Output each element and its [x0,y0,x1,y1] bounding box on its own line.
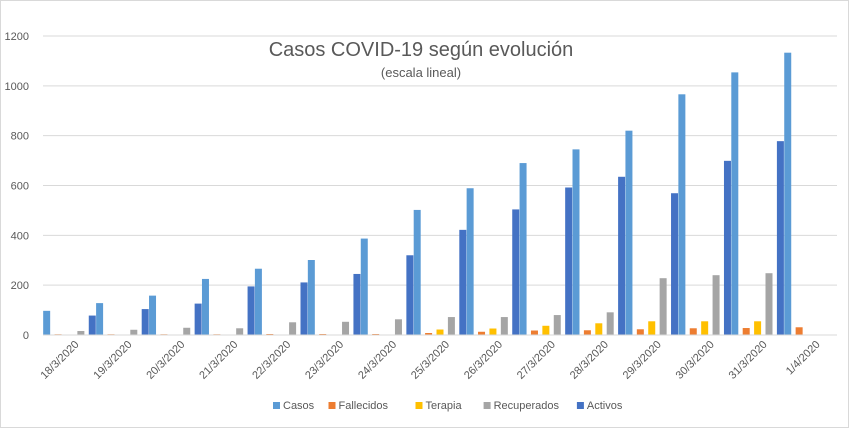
bar-casos-5 [307,260,315,335]
legend-swatch-fallecidos [328,402,336,409]
y-axis-ticks: 0 200 400 600 800 1000 1200 [5,31,29,342]
bar-activos-10 [618,176,626,335]
bar-terapia-10 [595,323,603,335]
bar-recuperados-12 [712,275,720,335]
bar-fallecidos-8 [478,331,486,335]
bar-casos-2 [149,295,157,335]
legend-swatch-casos [273,402,280,409]
legend-swatch-terapia [415,402,423,409]
bar-fallecidos-14 [795,327,803,335]
bar-activos-0 [88,315,96,335]
bar-recuperados-0 [77,331,85,335]
legend-swatch-activos [576,402,584,409]
x-axis-ticks: 18/3/2020 19/3/2020 20/3/2020 21/3/2020 22/3… [38,339,822,382]
bar-terapia-9 [542,325,550,335]
bar-terapia-11 [648,321,656,335]
legend-swatch-recuperados [483,402,491,409]
bar-casos-8 [466,188,474,335]
bar-fallecidos-13 [742,328,750,335]
bar-casos-9 [519,163,527,335]
bar-activos-5 [353,273,361,335]
bar-activos-7 [459,229,467,335]
bar-recuperados-7 [447,317,455,335]
legend-label-casos: Casos [283,400,315,412]
bar-recuperados-8 [500,317,508,335]
bar-activos-1 [141,309,149,335]
bar-activos-12 [723,160,731,335]
bar-recuperados-5 [342,321,350,335]
chart-title: Casos COVID-19 según evolución [269,39,574,61]
bar-activos-4 [300,282,308,335]
bar-casos-14 [784,52,792,336]
y-tick-label: 600 [11,181,29,193]
bar-recuperados-13 [765,273,773,335]
legend-label-activos: Activos [587,400,623,412]
x-tick-label: 26/3/2020 [462,339,505,382]
bar-fallecidos-10 [583,330,591,335]
y-tick-label: 400 [11,230,29,242]
bar-terapia-12 [701,321,709,335]
x-tick-label: 23/3/2020 [303,339,346,382]
bar-casos-13 [731,72,739,336]
bar-casos-6 [360,238,368,335]
x-tick-label: 28/3/2020 [568,339,611,382]
bar-fallecidos-9 [530,330,538,335]
bar-recuperados-11 [659,278,667,335]
bar-activos-13 [776,141,784,335]
bar-casos-4 [254,268,262,335]
bar-fallecidos-7 [425,333,433,335]
bar-casos-11 [625,130,633,335]
x-tick-label: 29/3/2020 [621,339,664,382]
bar-terapia-8 [489,328,497,335]
bar-fallecidos-12 [689,328,697,335]
legend: Casos Fallecidos Terapia Recuperados Activos [273,400,623,412]
x-tick-label: 20/3/2020 [144,339,187,382]
x-tick-label: 1/4/2020 [784,339,823,378]
bar-recuperados-1 [130,329,138,335]
bar-recuperados-10 [606,312,614,335]
bar-fallecidos-11 [636,329,644,335]
bar-recuperados-3 [236,328,244,335]
bar-casos-1 [96,303,104,335]
bar-activos-8 [512,209,520,335]
x-tick-label: 19/3/2020 [91,339,134,382]
legend-label-recuperados: Recuperados [494,400,560,412]
y-tick-label: 0 [23,330,29,342]
bar-activos-3 [247,286,255,335]
x-tick-label: 31/3/2020 [727,339,770,382]
y-tick-label: 1000 [5,81,29,93]
x-tick-label: 27/3/2020 [515,339,558,382]
gridlines [43,35,837,286]
legend-label-fallecidos: Fallecidos [339,400,389,412]
bar-recuperados-4 [289,322,297,335]
bar-casos-10 [572,149,580,335]
y-tick-label: 200 [11,280,29,292]
x-tick-label: 25/3/2020 [409,339,452,382]
bar-terapia-7 [436,329,444,335]
x-tick-label: 22/3/2020 [250,339,293,382]
y-tick-label: 1200 [5,31,29,43]
bar-casos-3 [201,278,209,335]
bar-activos-6 [406,255,414,335]
bar-activos-9 [565,187,573,335]
bar-activos-2 [194,303,202,335]
bar-casos-0 [43,310,51,335]
bar-activos-11 [671,193,679,335]
chart-subtitle: (escala lineal) [381,65,461,80]
x-tick-label: 18/3/2020 [38,339,81,382]
legend-label-terapia: Terapia [426,400,463,412]
bar-casos-12 [678,94,686,336]
x-tick-label: 21/3/2020 [197,339,240,382]
bar-recuperados-2 [183,327,191,335]
x-tick-label: 30/3/2020 [674,339,717,382]
bars [43,52,803,336]
y-tick-label: 800 [11,131,29,143]
bar-terapia-13 [754,321,762,335]
x-tick-label: 24/3/2020 [356,339,399,382]
bar-casos-7 [413,209,421,335]
bar-recuperados-6 [394,319,402,335]
bar-recuperados-9 [553,315,561,335]
